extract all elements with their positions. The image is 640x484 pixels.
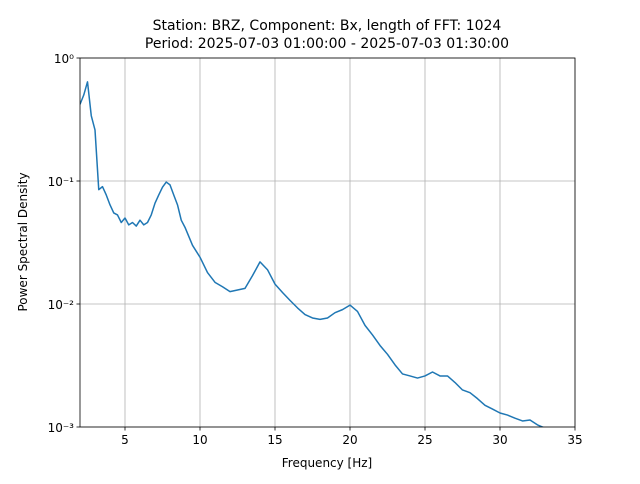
y-tick-label: 10⁰ — [54, 52, 74, 66]
x-tick-label: 20 — [342, 433, 357, 447]
x-tick-label: 30 — [492, 433, 507, 447]
x-axis-label: Frequency [Hz] — [282, 456, 373, 470]
x-tick-label: 10 — [192, 433, 207, 447]
y-tick-label: 10⁻² — [48, 298, 75, 312]
y-tick-label: 10⁻¹ — [48, 175, 75, 189]
chart-subtitle: Period: 2025-07-03 01:00:00 - 2025-07-03… — [145, 36, 509, 52]
grid — [80, 57, 576, 428]
y-tick-label: 10⁻³ — [48, 421, 75, 435]
ticks: 5 10 15 20 25 30 35 10⁻³ 10⁻² 10⁻¹ 10⁰ — [48, 52, 583, 447]
x-tick-label: 15 — [267, 433, 282, 447]
data-line — [80, 81, 545, 427]
chart-title: Station: BRZ, Component: Bx, length of F… — [153, 18, 502, 34]
y-axis-label: Power Spectral Density — [16, 172, 30, 311]
plot-area — [80, 81, 545, 427]
x-tick-label: 25 — [417, 433, 432, 447]
x-tick-label: 35 — [567, 433, 582, 447]
axes-frame — [79, 57, 576, 428]
x-tick-label: 5 — [121, 433, 129, 447]
